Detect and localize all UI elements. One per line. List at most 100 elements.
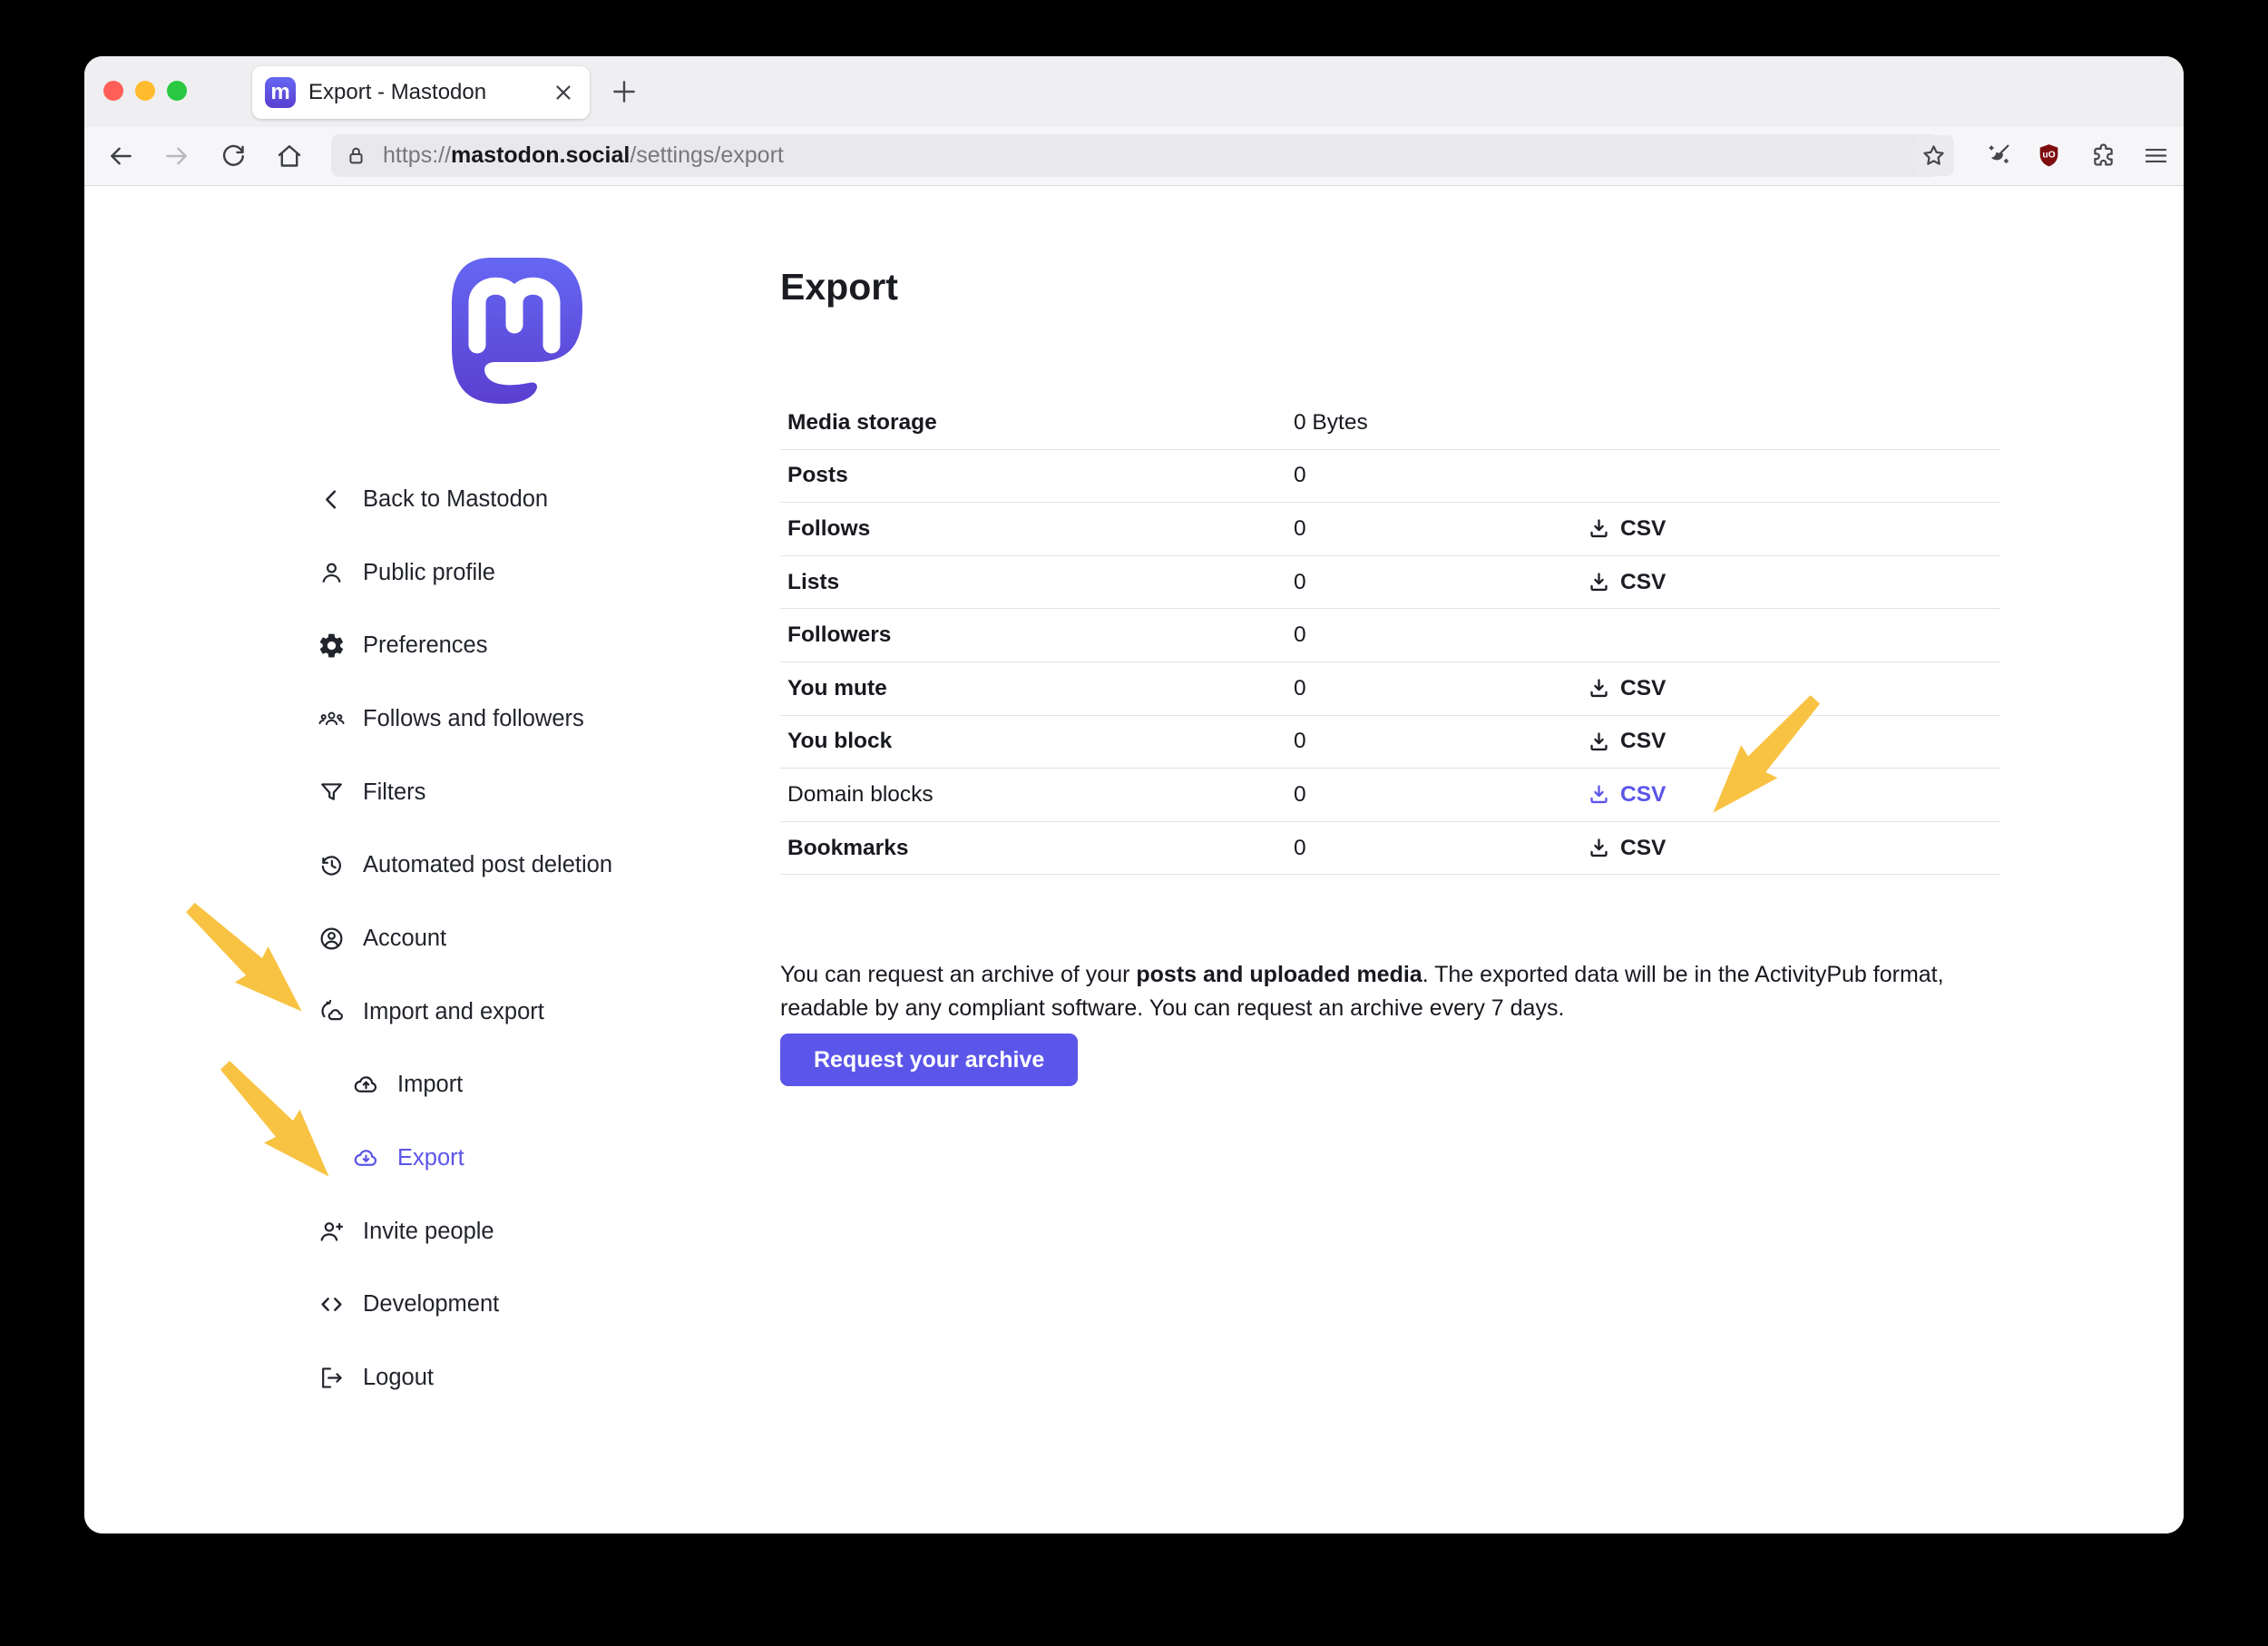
- csv-label: CSV: [1620, 515, 1667, 541]
- row-label: Lists: [787, 569, 840, 594]
- row-label: Domain blocks: [787, 781, 934, 807]
- row-label: Follows: [787, 515, 871, 541]
- download-icon: [1586, 515, 1612, 542]
- tab-strip: m Export - Mastodon: [84, 56, 2184, 127]
- csv-download-link[interactable]: CSV: [1586, 569, 1666, 595]
- row-value: 0: [1294, 569, 1306, 594]
- annotation-arrow-import-export: [171, 887, 321, 1033]
- browser-toolbar: https://mastodon.social/settings/export …: [84, 127, 2184, 186]
- sidebar-item-invite-people[interactable]: Invite people: [318, 1195, 753, 1269]
- row-value: 0: [1294, 835, 1306, 860]
- request-archive-button[interactable]: Request your archive: [780, 1034, 1079, 1086]
- row-value: 0 Bytes: [1294, 409, 1368, 435]
- logout-icon: [318, 1364, 346, 1392]
- chevron-left-icon: [318, 485, 346, 514]
- sidebar-item-filters[interactable]: Filters: [318, 756, 753, 829]
- table-row: Bookmarks 0 CSV: [780, 822, 2000, 876]
- row-value: 0: [1294, 622, 1306, 648]
- table-row: Follows 0 CSV: [780, 503, 2000, 556]
- ublock-origin-extension-icon[interactable]: uO: [2035, 142, 2063, 170]
- sidebar-item-label: Account: [363, 925, 447, 951]
- sidebar-item-label: Logout: [363, 1365, 434, 1391]
- csv-label: CSV: [1620, 675, 1667, 701]
- sidebar-item-development[interactable]: Development: [318, 1269, 753, 1342]
- close-window-button[interactable]: [103, 81, 123, 101]
- cloud-upload-icon: [352, 1071, 380, 1099]
- download-icon: [1586, 569, 1612, 595]
- row-label: You block: [787, 729, 893, 754]
- row-label: Posts: [787, 463, 848, 488]
- import-export-icon: [318, 998, 346, 1026]
- export-table: Media storage 0 Bytes Posts 0 Follows 0 …: [780, 397, 2000, 876]
- clear-cache-extension-icon[interactable]: [1984, 142, 2012, 170]
- table-row: You mute 0 CSV: [780, 662, 2000, 716]
- sidebar-item-follows-and-followers[interactable]: Follows and followers: [318, 682, 753, 756]
- sidebar-item-public-profile[interactable]: Public profile: [318, 536, 753, 610]
- csv-download-link[interactable]: CSV: [1586, 835, 1666, 861]
- url-path: /settings/export: [630, 142, 784, 168]
- url-protocol: https://: [383, 142, 452, 168]
- svg-text:uO: uO: [2042, 151, 2055, 161]
- url-text: https://mastodon.social/settings/export: [383, 142, 784, 169]
- sidebar-item-import[interactable]: Import: [318, 1049, 753, 1122]
- code-icon: [318, 1290, 346, 1318]
- row-value: 0: [1294, 729, 1306, 754]
- funnel-icon: [318, 779, 346, 807]
- new-tab-button[interactable]: [609, 76, 640, 107]
- table-row: Media storage 0 Bytes: [780, 397, 2000, 450]
- person-add-icon: [318, 1218, 346, 1246]
- page-title: Export: [780, 266, 898, 308]
- csv-download-link[interactable]: CSV: [1586, 675, 1666, 701]
- sidebar-item-logout[interactable]: Logout: [318, 1341, 753, 1415]
- table-row: Posts 0: [780, 450, 2000, 504]
- person-icon: [318, 559, 346, 587]
- sidebar-item-automated-post-deletion[interactable]: Automated post deletion: [318, 828, 753, 902]
- sidebar-item-back-to-mastodon[interactable]: Back to Mastodon: [318, 463, 753, 536]
- csv-download-link[interactable]: CSV: [1586, 515, 1666, 542]
- zoom-window-button[interactable]: [167, 81, 187, 101]
- sidebar-item-label: Import: [397, 1072, 464, 1098]
- people-icon: [318, 705, 346, 733]
- reload-button[interactable]: [218, 141, 249, 171]
- row-label: You mute: [787, 675, 887, 701]
- lock-icon: [344, 143, 368, 168]
- sidebar-item-label: Preferences: [363, 632, 488, 659]
- extensions-puzzle-icon[interactable]: [2089, 142, 2117, 170]
- table-row: Domain blocks 0 CSV: [780, 769, 2000, 822]
- sidebar-item-account[interactable]: Account: [318, 902, 753, 975]
- csv-label: CSV: [1620, 835, 1667, 860]
- row-value: 0: [1294, 515, 1306, 541]
- sidebar-item-label: Import and export: [363, 998, 544, 1024]
- account-circle-icon: [318, 925, 346, 953]
- row-label: Media storage: [787, 409, 937, 435]
- table-row: Lists 0 CSV: [780, 556, 2000, 610]
- sidebar-item-label: Filters: [363, 779, 426, 805]
- sidebar-item-label: Public profile: [363, 559, 495, 585]
- forward-button[interactable]: [161, 141, 192, 171]
- window-controls: [103, 81, 187, 101]
- bookmark-star-button[interactable]: [1913, 135, 1954, 176]
- row-value: 0: [1294, 675, 1306, 701]
- close-tab-icon[interactable]: [550, 79, 577, 106]
- row-value: 0: [1294, 781, 1306, 807]
- sidebar-item-label: Automated post deletion: [363, 852, 613, 878]
- back-button[interactable]: [105, 141, 136, 171]
- table-row: Followers 0: [780, 609, 2000, 662]
- csv-download-link[interactable]: CSV: [1586, 729, 1666, 755]
- sidebar-item-export[interactable]: Export: [318, 1122, 753, 1195]
- mastodon-favicon: m: [265, 77, 296, 108]
- csv-label: CSV: [1620, 729, 1667, 754]
- browser-tab[interactable]: m Export - Mastodon: [252, 66, 590, 119]
- browser-window: m Export - Mastodon https://mastodon: [84, 56, 2184, 1533]
- sidebar-item-import-and-export[interactable]: Import and export: [318, 975, 753, 1049]
- archive-description: You can request an archive of your posts…: [780, 962, 1944, 1021]
- csv-download-link[interactable]: CSV: [1586, 781, 1666, 808]
- sidebar-item-preferences[interactable]: Preferences: [318, 609, 753, 682]
- url-bar[interactable]: https://mastodon.social/settings/export: [331, 134, 1940, 177]
- home-button[interactable]: [274, 141, 305, 171]
- download-icon: [1586, 835, 1612, 861]
- menu-hamburger-icon[interactable]: [2142, 142, 2170, 170]
- minimize-window-button[interactable]: [135, 81, 155, 101]
- sidebar-item-label: Follows and followers: [363, 705, 584, 731]
- page-content: Back to Mastodon Public profile Preference…: [84, 186, 2184, 1533]
